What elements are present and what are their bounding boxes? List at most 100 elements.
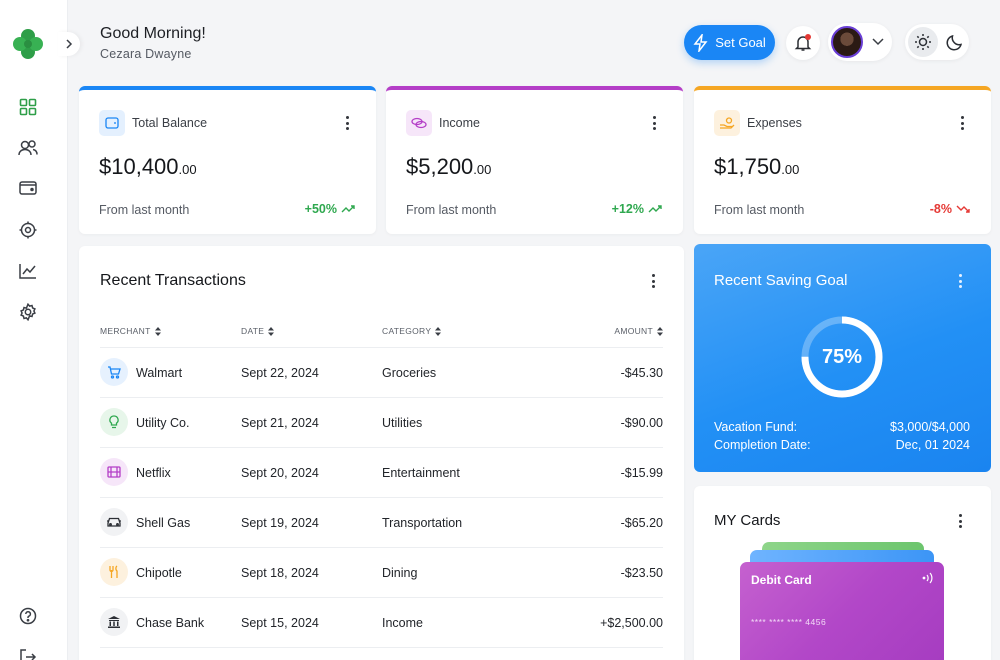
expenses-card: Expenses $1,750.00 From last month -8% — [694, 86, 991, 234]
income-card: Income $5,200.00 From last month +12% — [386, 86, 683, 234]
sidebar — [0, 0, 68, 660]
dashboard-icon[interactable] — [16, 95, 40, 119]
trend-up-icon — [648, 205, 662, 213]
avatar[interactable] — [831, 26, 863, 58]
trend-up-icon — [341, 205, 355, 213]
contactless-icon — [922, 572, 933, 584]
transaction-category: Transportation — [382, 516, 463, 530]
recent-transactions-card: Recent Transactions MERCHANT DATE CATEGO… — [79, 246, 684, 660]
transaction-amount: -$45.30 — [620, 366, 663, 380]
moon-icon[interactable] — [941, 28, 969, 56]
help-icon[interactable] — [16, 604, 40, 628]
sun-icon[interactable] — [908, 27, 938, 57]
stat-subtitle: From last month — [406, 203, 497, 217]
sort-icon — [657, 326, 663, 336]
more-options-icon[interactable] — [647, 114, 661, 132]
total-balance-card: Total Balance $10,400.00 From last month… — [79, 86, 376, 234]
table-row[interactable]: Chase Bank Sept 15, 2024 Income +$2,500.… — [100, 597, 663, 647]
table-row[interactable]: Netflix Sept 20, 2024 Entertainment -$15… — [100, 447, 663, 497]
lightning-icon — [693, 33, 708, 52]
merchant-name: Chipotle — [136, 566, 182, 580]
users-icon[interactable] — [16, 136, 40, 160]
my-cards-title: MY Cards — [714, 512, 781, 529]
card-number: **** **** **** 4456 — [751, 617, 827, 627]
column-header-amount[interactable]: AMOUNT — [614, 326, 663, 336]
hand-coin-icon — [714, 110, 740, 136]
progress-ring — [801, 316, 883, 398]
more-options-icon[interactable] — [953, 272, 967, 290]
transaction-date: Sept 21, 2024 — [241, 416, 319, 430]
table-row[interactable]: Shell Gas Sept 19, 2024 Transportation -… — [100, 497, 663, 547]
column-header-date[interactable]: DATE — [241, 326, 275, 336]
progress-percent: 75% — [821, 345, 863, 368]
chevron-right-icon — [66, 39, 73, 49]
debit-card[interactable]: Debit Card **** **** **** 4456 — [740, 562, 944, 660]
transaction-date: Sept 19, 2024 — [241, 516, 319, 530]
table-row[interactable]: Utility Co. Sept 21, 2024 Utilities -$90… — [100, 397, 663, 447]
transaction-date: Sept 18, 2024 — [241, 566, 319, 580]
completion-value: Dec, 01 2024 — [895, 438, 970, 452]
stat-subtitle: From last month — [714, 203, 805, 217]
analytics-icon[interactable] — [16, 259, 40, 283]
logout-icon[interactable] — [16, 645, 40, 660]
set-goal-button[interactable]: Set Goal — [684, 25, 775, 60]
film-icon — [100, 458, 128, 486]
saving-goal-card: Recent Saving Goal 75% Vacation Fund: $3… — [694, 244, 991, 472]
merchant-name: Chase Bank — [136, 616, 205, 630]
fund-value: $3,000/$4,000 — [890, 420, 970, 434]
sort-icon — [435, 326, 442, 336]
transaction-date: Sept 15, 2024 — [241, 616, 319, 630]
settings-icon[interactable] — [16, 300, 40, 324]
completion-line: Completion Date: Dec, 01 2024 — [714, 438, 970, 452]
user-name: Cezara Dwayne — [100, 47, 192, 61]
my-cards-card: MY Cards Debit Card **** **** **** 4456 — [694, 486, 991, 660]
column-header-merchant[interactable]: MERCHANT — [100, 326, 161, 336]
stat-title: Total Balance — [132, 116, 208, 130]
table-row[interactable]: Chipotle Sept 18, 2024 Dining -$23.50 — [100, 547, 663, 597]
chevron-down-icon[interactable] — [872, 36, 884, 46]
transaction-date: Sept 20, 2024 — [241, 466, 319, 480]
stat-amount: $5,200.00 — [406, 154, 492, 179]
stat-amount: $10,400.00 — [99, 154, 197, 179]
sort-icon — [154, 326, 161, 336]
table-divider — [100, 647, 663, 657]
merchant-name: Netflix — [136, 466, 171, 480]
more-options-icon[interactable] — [953, 512, 967, 530]
card-label: Debit Card — [751, 573, 812, 587]
notification-dot — [805, 34, 811, 40]
progress-ring-fill — [801, 316, 883, 398]
target-icon[interactable] — [16, 218, 40, 242]
transaction-amount: -$15.99 — [620, 466, 663, 480]
theme-toggle[interactable] — [905, 24, 969, 60]
cart-icon — [100, 358, 128, 386]
transaction-category: Entertainment — [382, 466, 460, 480]
utensils-icon — [100, 558, 128, 586]
fund-label: Vacation Fund: — [714, 420, 798, 434]
profile-menu[interactable] — [828, 23, 892, 61]
transaction-amount: -$23.50 — [620, 566, 663, 580]
trend-down-icon — [956, 205, 970, 213]
table-row[interactable]: Walmart Sept 22, 2024 Groceries -$45.30 — [100, 347, 663, 397]
wallet-icon — [99, 110, 125, 136]
car-icon — [100, 508, 128, 536]
transaction-amount: +$2,500.00 — [600, 616, 663, 630]
bank-icon — [100, 608, 128, 636]
more-options-icon[interactable] — [955, 114, 969, 132]
greeting-title: Good Morning! — [100, 25, 206, 42]
transactions-title: Recent Transactions — [100, 272, 246, 289]
notifications-button[interactable] — [786, 26, 820, 60]
column-header-category[interactable]: CATEGORY — [382, 326, 442, 336]
wallet-icon[interactable] — [16, 176, 40, 200]
merchant-name: Shell Gas — [136, 516, 191, 530]
more-options-icon[interactable] — [340, 114, 354, 132]
stat-subtitle: From last month — [99, 203, 190, 217]
stat-change: +12% — [612, 202, 663, 216]
merchant-name: Utility Co. — [136, 416, 190, 430]
more-options-icon[interactable] — [646, 272, 660, 290]
transaction-category: Groceries — [382, 366, 437, 380]
set-goal-label: Set Goal — [715, 35, 766, 50]
transaction-category: Dining — [382, 566, 418, 580]
sidebar-collapse-button[interactable] — [58, 32, 80, 56]
table-header: MERCHANT DATE CATEGORY AMOUNT — [100, 326, 663, 346]
clover-logo-icon[interactable] — [10, 26, 46, 62]
